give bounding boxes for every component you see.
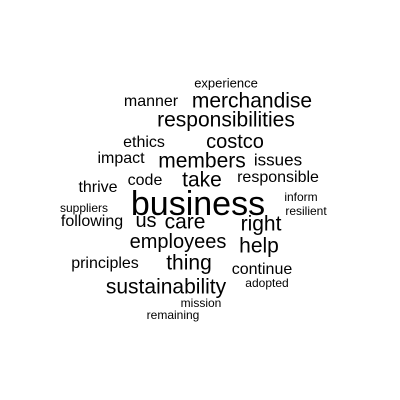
word-impact: impact	[97, 150, 145, 167]
word-employees: employees	[129, 231, 227, 253]
word-costco: costco	[206, 131, 264, 153]
word-code: code	[127, 172, 163, 189]
word-right: right	[240, 212, 282, 236]
word-inform: inform	[284, 190, 318, 204]
word-following: following	[60, 213, 124, 230]
word-help: help	[239, 234, 279, 258]
word-adopted: adopted	[245, 276, 289, 290]
word-ethics: ethics	[123, 134, 165, 151]
word-sustainability: sustainability	[105, 275, 227, 299]
word-thing: thing	[166, 251, 212, 275]
word-continue: continue	[231, 261, 293, 278]
word-issues: issues	[253, 150, 303, 170]
word-suppliers: suppliers	[59, 201, 109, 215]
word-care: care	[164, 210, 206, 234]
word-us: us	[135, 210, 157, 232]
word-manner: manner	[123, 93, 179, 110]
word-mission: mission	[180, 296, 222, 310]
word-thrive: thrive	[78, 179, 118, 196]
word-remaining: remaining	[146, 308, 200, 322]
word-principles: principles	[71, 255, 139, 272]
word-members: members	[158, 149, 246, 173]
word-take: take	[182, 168, 222, 192]
word-experience: experience	[194, 75, 258, 91]
word-merchandise: merchandise	[191, 89, 313, 113]
word-resilient: resilient	[285, 204, 327, 218]
word-responsibilities: responsibilities	[157, 108, 295, 132]
word-business: business	[130, 185, 266, 223]
word-responsible: responsible	[237, 169, 319, 186]
